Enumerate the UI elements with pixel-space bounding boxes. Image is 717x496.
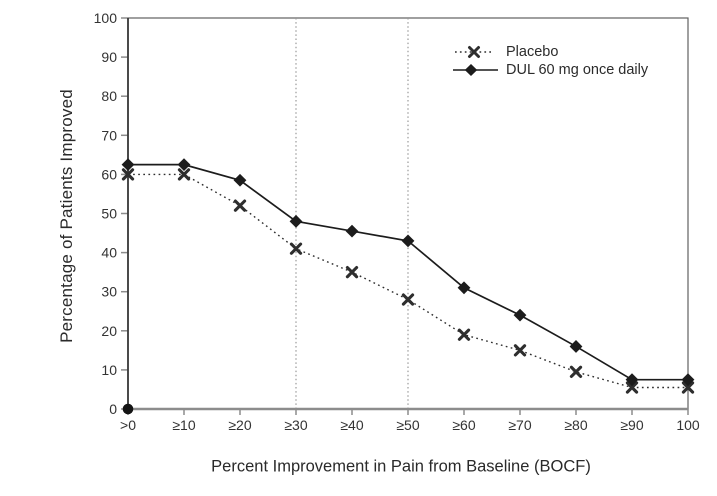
legend: Placebo DUL 60 mg once daily: [452, 44, 648, 78]
y-tick-label: 0: [109, 401, 117, 417]
x-tick-label: ≥20: [228, 417, 251, 433]
x-marker: [513, 344, 527, 357]
y-tick-label: 80: [101, 88, 117, 104]
legend-label-dul: DUL 60 mg once daily: [506, 62, 649, 78]
placebo-marker-icon: [455, 46, 493, 58]
x-tick-label: >0: [120, 417, 136, 433]
legend-label-placebo: Placebo: [506, 44, 559, 60]
diamond-marker: [569, 340, 583, 353]
x-marker: [121, 168, 135, 181]
legend-item-dul: DUL 60 mg once daily: [452, 62, 648, 78]
x-marker: [289, 242, 303, 255]
y-tick-label: 10: [101, 362, 117, 378]
x-axis-title: Percent Improvement in Pain from Baselin…: [211, 457, 591, 476]
x-marker: [177, 168, 191, 181]
x-marker: [681, 381, 695, 394]
y-tick-label: 100: [94, 10, 118, 26]
diamond-marker: [121, 158, 135, 172]
x-tick-label: ≥30: [284, 417, 307, 433]
diamond-marker: [625, 373, 639, 387]
x-tick-label: 100: [676, 417, 700, 433]
legend-item-placebo: Placebo: [452, 44, 648, 60]
y-tick-label: 90: [101, 49, 117, 65]
diamond-marker: [233, 173, 247, 187]
y-tick-label: 70: [101, 127, 117, 143]
x-tick-label: ≥40: [340, 417, 363, 433]
diamond-marker: [513, 308, 527, 322]
x-marker: [345, 266, 359, 279]
y-tick-label: 60: [101, 166, 117, 182]
origin-dot: [122, 403, 134, 415]
y-tick-label: 40: [101, 245, 117, 261]
x-marker: [401, 293, 415, 306]
x-marker: [457, 328, 471, 341]
diamond-marker: [345, 224, 359, 238]
x-tick-label: ≥50: [396, 417, 419, 433]
x-tick-label: ≥80: [564, 417, 587, 433]
diamond-marker: [289, 214, 303, 228]
diamond-marker: [401, 234, 415, 248]
y-tick-label: 20: [101, 323, 117, 339]
x-marker: [569, 365, 583, 379]
diamond-marker: [177, 158, 191, 172]
x-marker: [625, 381, 639, 394]
y-tick-label: 30: [101, 284, 117, 300]
diamond-marker: [681, 373, 695, 387]
dul-marker-icon: [453, 64, 498, 76]
y-tick-label: 50: [101, 206, 117, 222]
x-tick-label: ≥10: [172, 417, 195, 433]
x-tick-label: ≥70: [508, 417, 531, 433]
x-tick-label: ≥60: [452, 417, 475, 433]
y-axis-title: Percentage of Patients Improved: [57, 89, 76, 343]
diamond-marker: [457, 281, 471, 295]
x-tick-label: ≥90: [620, 417, 643, 433]
x-marker: [233, 199, 247, 212]
